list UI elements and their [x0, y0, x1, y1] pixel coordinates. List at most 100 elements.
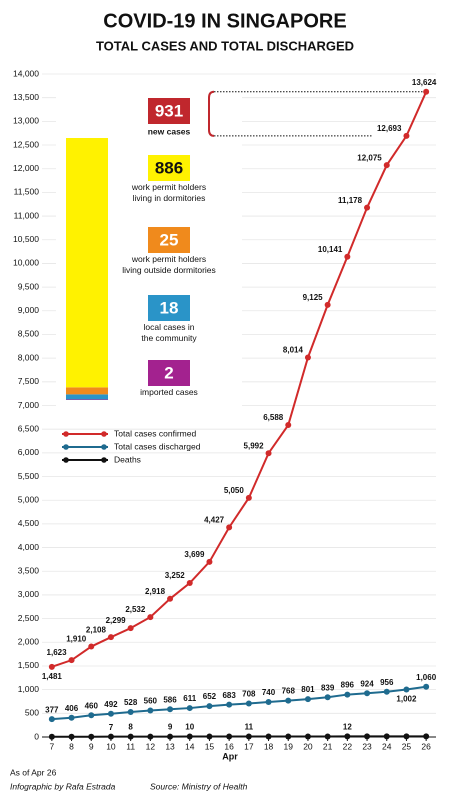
data-point: [226, 701, 233, 708]
data-label: 13,624: [412, 78, 437, 87]
stack-segment: [66, 387, 108, 395]
data-label: 2,108: [86, 625, 107, 634]
data-point: [147, 707, 154, 714]
data-point: [383, 688, 390, 695]
y-tick-label: 4,500: [18, 518, 40, 528]
data-point: [206, 558, 213, 565]
stack-segment: [66, 138, 108, 388]
data-label: 586: [163, 695, 177, 704]
legend-marker: [101, 431, 107, 437]
segment-label-line: living in dormitories: [133, 193, 206, 203]
x-tick-label: 20: [303, 741, 313, 751]
y-tick-label: 14,000: [13, 68, 39, 78]
y-tick-label: 13,500: [13, 92, 39, 102]
x-tick-label: 24: [382, 741, 392, 751]
y-tick-label: 11,500: [14, 187, 40, 197]
bracket: [208, 90, 215, 137]
data-point: [245, 733, 252, 740]
data-label: 839: [321, 683, 335, 692]
data-point: [186, 579, 193, 586]
legend-label: Total cases confirmed: [114, 428, 196, 438]
series-line: [51, 91, 428, 668]
data-point: [344, 253, 351, 260]
data-label: 740: [262, 688, 276, 697]
data-point: [383, 162, 390, 169]
data-label: 611: [183, 694, 196, 703]
x-tick-label: 15: [205, 741, 215, 751]
data-label: 4,427: [204, 515, 225, 524]
segment-box: [148, 360, 190, 386]
data-point: [48, 716, 55, 723]
chart-title: COVID-19 IN SINGAPORE: [103, 10, 346, 32]
segment-value: 2: [164, 363, 173, 382]
data-label: 896: [341, 681, 355, 690]
x-tick-label: 21: [323, 741, 333, 751]
segment-label: work permit holders living in dormitories: [131, 182, 206, 203]
y-tick-label: 10,500: [13, 234, 39, 244]
data-label: 708: [242, 690, 256, 699]
legend-marker: [63, 457, 69, 463]
data-point: [383, 733, 390, 740]
data-point: [107, 634, 114, 641]
data-point: [206, 703, 213, 710]
y-tick-label: 4,000: [18, 542, 40, 552]
data-label: 1,623: [47, 648, 68, 657]
segment-value: 18: [160, 298, 179, 317]
y-tick-label: 0: [34, 731, 39, 741]
x-axis-label: Apr: [222, 751, 238, 761]
stack-segment: [66, 394, 108, 400]
data-label: 1,002: [396, 695, 417, 704]
data-label: 560: [144, 697, 158, 706]
y-tick-label: 5,000: [18, 494, 40, 504]
total-value: 931: [155, 101, 183, 120]
data-point: [285, 422, 292, 429]
y-tick-label: 8,000: [18, 352, 40, 362]
chart-subtitle: TOTAL CASES AND TOTAL DISCHARGED: [96, 38, 354, 53]
legend-marker: [63, 431, 69, 437]
x-tick-label: 22: [343, 741, 353, 751]
total-label: new cases: [148, 126, 191, 136]
legend-marker: [101, 444, 107, 450]
x-tick-label: 16: [224, 741, 234, 751]
data-label: 3,699: [184, 550, 205, 559]
y-tick-label: 12,500: [13, 139, 39, 149]
data-point: [167, 733, 174, 740]
data-label: 11: [245, 723, 254, 732]
data-point: [265, 698, 272, 705]
y-tick-label: 500: [25, 708, 39, 718]
data-point: [88, 643, 95, 650]
data-label: 9,125: [303, 293, 324, 302]
data-point: [304, 733, 311, 740]
data-point: [107, 733, 114, 740]
x-tick-label: 17: [244, 741, 254, 751]
y-tick-label: 11,000: [14, 210, 40, 220]
data-point: [48, 733, 55, 740]
y-tick-label: 1,000: [18, 684, 40, 694]
y-tick-label: 9,500: [18, 281, 40, 291]
data-label: 492: [104, 700, 118, 709]
data-point: [285, 733, 292, 740]
stack-segment: [66, 399, 108, 400]
data-label: 406: [65, 704, 79, 713]
y-tick-label: 6,500: [18, 423, 40, 433]
segment-label-line: work permit holders: [131, 182, 206, 192]
data-point: [245, 700, 252, 707]
segment-label: imported cases: [140, 387, 198, 397]
data-label: 5,050: [224, 486, 245, 495]
data-point: [127, 708, 134, 715]
legend-marker: [63, 444, 69, 450]
data-label: 8: [128, 723, 133, 732]
data-point: [344, 733, 351, 740]
data-label: 8,014: [283, 346, 304, 355]
data-point: [127, 625, 134, 632]
segment-value: 886: [155, 158, 183, 177]
data-label: 528: [124, 698, 138, 707]
data-point: [68, 657, 75, 664]
data-point: [285, 697, 292, 704]
data-label: 652: [203, 692, 217, 701]
series-line: [51, 685, 427, 721]
data-label: 1,481: [42, 672, 63, 681]
data-point: [364, 690, 371, 697]
data-point: [423, 88, 430, 95]
